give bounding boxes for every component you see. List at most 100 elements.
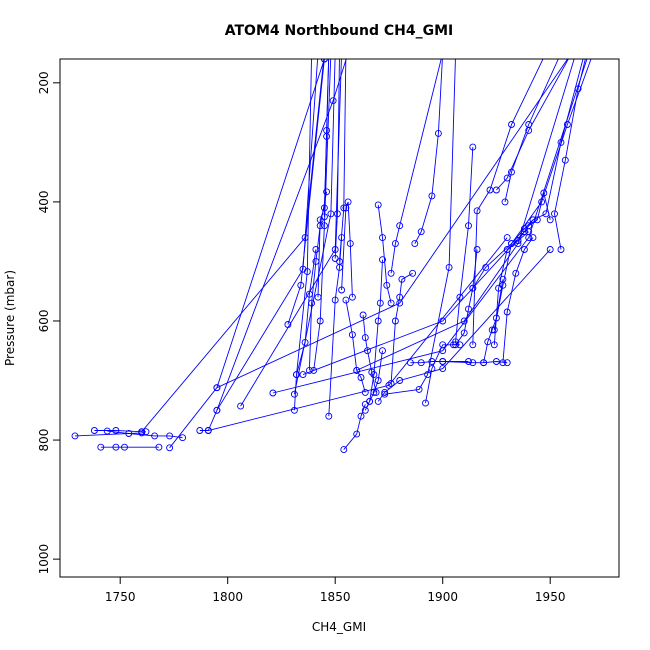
y-tick-label: 600 xyxy=(37,310,51,333)
data-point xyxy=(97,443,105,451)
y-axis: 200 400 600 800 1000 xyxy=(37,71,60,574)
data-point xyxy=(520,228,528,236)
series-2 xyxy=(90,59,325,436)
data-point xyxy=(348,331,356,339)
data-point xyxy=(499,359,507,367)
series-3 xyxy=(103,427,187,442)
series-line xyxy=(377,249,551,402)
data-point xyxy=(387,299,395,307)
data-point xyxy=(465,358,472,365)
series-line xyxy=(483,279,504,363)
data-point xyxy=(503,308,511,316)
series-22 xyxy=(336,59,348,265)
data-point xyxy=(333,210,341,218)
data-point xyxy=(204,427,212,434)
data-point xyxy=(374,397,382,405)
y-tick-label: 200 xyxy=(37,71,51,94)
data-point xyxy=(308,299,316,307)
series-49 xyxy=(551,59,586,253)
y-tick-label: 1000 xyxy=(37,544,51,575)
series-line xyxy=(293,59,312,411)
series-line xyxy=(369,259,383,402)
data-point xyxy=(469,341,477,349)
data-point xyxy=(327,210,335,218)
data-point xyxy=(473,207,481,215)
data-point xyxy=(353,430,361,438)
data-point xyxy=(71,432,79,440)
data-point xyxy=(503,359,511,367)
data-point xyxy=(538,198,546,206)
data-point xyxy=(374,201,382,209)
data-point xyxy=(465,222,472,230)
data-point xyxy=(370,371,378,379)
data-point xyxy=(374,377,382,384)
x-tick-label: 1850 xyxy=(320,590,351,604)
data-point xyxy=(312,246,320,253)
series-line xyxy=(390,59,442,274)
series-33 xyxy=(381,59,456,398)
data-point xyxy=(391,317,399,325)
data-point xyxy=(445,263,453,271)
data-point xyxy=(299,371,307,379)
series-line xyxy=(390,272,413,384)
series-13 xyxy=(290,59,336,398)
series-line xyxy=(362,314,377,393)
data-point xyxy=(151,432,159,440)
data-point xyxy=(112,427,120,434)
data-point xyxy=(320,59,328,63)
series-19 xyxy=(320,59,331,221)
chart-title: ATOM4 Northbound CH4_GMI xyxy=(225,23,453,39)
series-31 xyxy=(387,269,417,387)
data-point xyxy=(415,385,423,393)
series-line xyxy=(216,59,319,411)
data-point xyxy=(439,358,447,365)
data-point xyxy=(385,381,393,389)
data-point xyxy=(422,399,429,407)
data-point xyxy=(396,222,404,230)
data-point xyxy=(316,317,324,325)
data-point xyxy=(293,371,300,379)
data-point xyxy=(439,365,447,373)
data-point xyxy=(428,365,436,373)
data-point xyxy=(213,384,221,392)
data-point xyxy=(361,334,369,342)
data-point xyxy=(525,222,533,230)
series-50 xyxy=(469,59,592,292)
data-point xyxy=(374,317,382,325)
data-point xyxy=(456,293,464,301)
data-point xyxy=(417,359,425,367)
data-point xyxy=(103,427,111,435)
series-line xyxy=(504,59,559,202)
series-line xyxy=(296,249,317,375)
x-tick-label: 1800 xyxy=(212,590,243,604)
data-point xyxy=(379,347,386,355)
data-point xyxy=(381,390,389,398)
data-point xyxy=(492,186,500,194)
data-point xyxy=(533,216,541,224)
series-line xyxy=(293,59,336,395)
data-point xyxy=(269,389,277,397)
data-point xyxy=(439,341,447,349)
series-44 xyxy=(499,234,537,367)
series-line xyxy=(323,59,330,217)
series-line xyxy=(455,147,474,342)
data-point xyxy=(357,412,365,420)
data-point xyxy=(353,366,361,374)
data-point xyxy=(290,390,298,398)
data-point xyxy=(320,213,328,221)
series-line xyxy=(356,59,575,371)
data-point xyxy=(460,329,468,337)
data-point xyxy=(342,204,350,212)
series-line xyxy=(496,59,569,191)
data-point xyxy=(452,338,460,346)
data-point xyxy=(320,222,328,230)
data-point xyxy=(561,156,569,164)
x-tick-label: 1750 xyxy=(105,590,136,604)
data-point xyxy=(546,246,554,253)
series-line xyxy=(302,231,525,376)
series-line xyxy=(169,59,325,449)
series-32 xyxy=(387,59,442,277)
series-4 xyxy=(97,443,163,451)
data-point xyxy=(542,210,550,218)
series-5 xyxy=(166,59,328,452)
